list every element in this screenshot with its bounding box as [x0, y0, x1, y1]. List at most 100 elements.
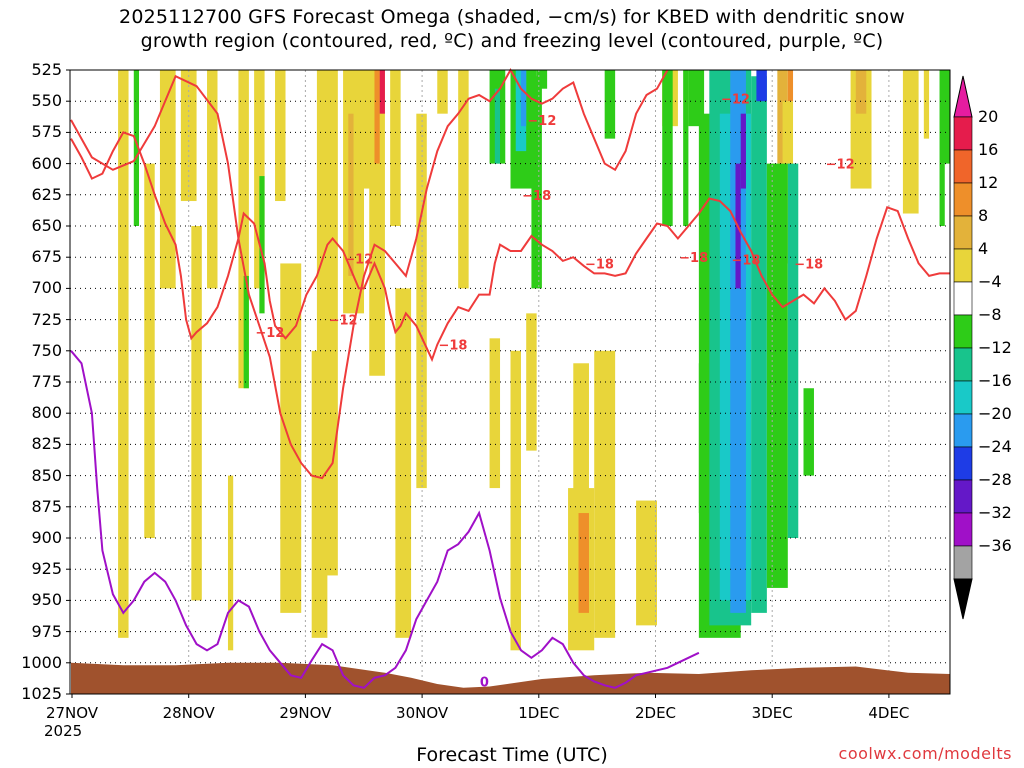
- omega-shade-cell: [458, 70, 469, 289]
- chart-title-line2: growth region (contoured, red, ºC) and f…: [140, 30, 884, 52]
- omega-shade-cell: [740, 113, 746, 189]
- y-tick-label: 800: [31, 403, 62, 423]
- contour-label: −18: [731, 254, 760, 269]
- terrain-fill: [71, 662, 950, 694]
- omega-shade-cell: [280, 263, 302, 613]
- omega-shade-cell: [144, 163, 155, 538]
- y-tick-label: 550: [31, 91, 62, 111]
- colorbar-bottom-arrow: [953, 578, 973, 620]
- omega-shade-cell: [531, 76, 542, 289]
- omega-shade-cell: [379, 70, 385, 114]
- omega-shade-cell: [494, 88, 501, 164]
- omega-shade-cell: [787, 70, 794, 102]
- contour-label: −18: [679, 251, 708, 266]
- y-tick-label: 775: [31, 372, 62, 391]
- omega-shade-cell: [374, 70, 380, 164]
- omega-shade-cell: [536, 70, 548, 89]
- omega-shade-cell: [636, 500, 657, 626]
- colorbar-tick-label: −24: [978, 437, 1012, 456]
- omega-shade-cell: [688, 70, 705, 127]
- omega-shade-cell: [520, 70, 527, 127]
- colorbar-swatch: [953, 446, 973, 481]
- omega-shade-cell: [390, 70, 401, 226]
- contour-label: −18: [794, 257, 823, 272]
- colorbar-tick-label: 4: [978, 239, 989, 258]
- colorbar-top-arrow: [953, 75, 973, 118]
- omega-shade-cell: [526, 313, 537, 451]
- colorbar-swatch: [953, 413, 973, 448]
- omega-shade-cell: [594, 350, 616, 638]
- colorbar-swatch: [953, 512, 973, 547]
- colorbar-tick-label: −32: [978, 503, 1012, 522]
- x-tick-label: 30NOV: [396, 704, 449, 722]
- omega-shade-cell: [803, 388, 814, 476]
- x-axis-label: Forecast Time (UTC): [416, 744, 608, 766]
- colorbar: [953, 75, 973, 620]
- contour-label: −18: [585, 257, 614, 272]
- y-tick-label: 1025: [21, 684, 62, 703]
- colorbar-tick-label: −36: [978, 536, 1012, 555]
- colorbar-tick-label: 12: [978, 173, 999, 192]
- colorbar-tick-label: −28: [978, 470, 1012, 489]
- contour-line: [70, 67, 669, 480]
- omega-shade-cell: [756, 70, 767, 102]
- omega-shade-cell: [316, 70, 338, 576]
- colorbar-swatch: [953, 380, 973, 415]
- omega-shade-cell: [191, 226, 202, 601]
- colorbar-tick-label: 8: [978, 206, 989, 225]
- x-tick-label: 3DEC: [751, 704, 793, 722]
- omega-shade-cell: [395, 288, 412, 638]
- colorbar-swatch: [953, 347, 973, 382]
- contour-line: [70, 131, 950, 363]
- y-tick-label: 975: [31, 621, 62, 641]
- y-tick-label: 900: [31, 528, 62, 547]
- colorbar-tick-label: −20: [978, 404, 1012, 423]
- omega-shade-cell: [207, 70, 218, 289]
- y-tick-label: 925: [31, 559, 62, 579]
- y-tick-label: 525: [31, 60, 62, 79]
- colorbar-tick-label: 20: [978, 107, 999, 126]
- contour-label: −12: [329, 314, 358, 329]
- omega-shade-cell: [515, 70, 527, 152]
- colorbar-swatch: [953, 116, 973, 151]
- omega-shade-cell: [902, 70, 919, 214]
- contour-label: −12: [344, 252, 373, 267]
- y-tick-label: 875: [31, 496, 62, 516]
- omega-shade-cell: [416, 113, 427, 489]
- x-tick-label: 1DEC: [518, 704, 560, 722]
- contour-label: −12: [721, 93, 750, 108]
- omega-shade-cell: [510, 350, 521, 651]
- omega-shade-cell: [238, 70, 249, 389]
- colorbar-tick-label: −4: [978, 272, 1002, 291]
- colorbar-swatch: [953, 215, 973, 250]
- y-tick-label: 600: [31, 153, 62, 173]
- contour-label: −12: [826, 158, 855, 173]
- grid-lines: [70, 70, 950, 694]
- omega-shade-cell: [275, 70, 286, 202]
- x-tick-label: 4DEC: [868, 704, 910, 722]
- x-axis-year: 2025: [44, 722, 83, 740]
- y-tick-label: 950: [31, 590, 62, 610]
- y-tick-label: 725: [31, 309, 62, 329]
- omega-shade-cell: [766, 163, 788, 588]
- omega-shade-cell: [923, 70, 930, 139]
- omega-shade-cell: [939, 163, 945, 226]
- y-tick-label: 750: [31, 340, 62, 360]
- omega-shade-cell: [133, 70, 140, 226]
- contour-label: −18: [522, 189, 551, 204]
- omega-shade-cell: [159, 70, 176, 289]
- credit-text: coolwx.com/modelts: [838, 744, 1012, 763]
- colorbar-swatch: [953, 149, 973, 184]
- y-tick-label: 850: [31, 465, 62, 485]
- y-tick-label: 1000: [21, 652, 62, 672]
- omega-shade-cell: [787, 163, 799, 538]
- omega-shade-cell: [730, 70, 746, 613]
- omega-shade-cell: [939, 70, 950, 164]
- omega-shade-cell: [227, 475, 234, 651]
- x-tick-label: 27NOV: [45, 704, 99, 722]
- omega-shade-cell: [489, 338, 501, 489]
- colorbar-tick-label: −12: [978, 338, 1012, 357]
- omega-shade-cell: [437, 70, 448, 114]
